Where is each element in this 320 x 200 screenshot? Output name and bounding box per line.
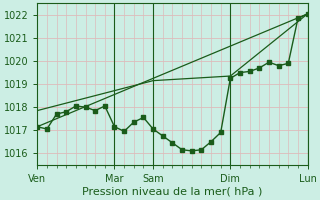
X-axis label: Pression niveau de la mer( hPa ): Pression niveau de la mer( hPa ) <box>82 187 263 197</box>
